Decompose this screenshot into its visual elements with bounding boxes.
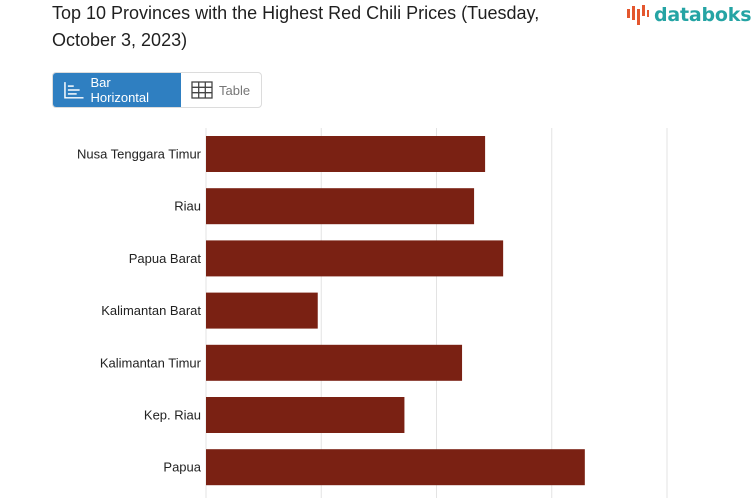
category-label-5: Kep. Riau — [144, 408, 201, 423]
view-tabs: Bar Horizontal Table — [52, 72, 262, 108]
bar-0[interactable] — [206, 136, 486, 172]
tab-bar-horizontal-label: Bar Horizontal — [90, 75, 150, 105]
page-title: Top 10 Provinces with the Highest Red Ch… — [52, 3, 540, 50]
table-grid-icon — [191, 81, 213, 99]
category-label-6: Papua — [163, 460, 201, 475]
databoks-logo: databoks — [626, 3, 752, 27]
category-label-3: Kalimantan Barat — [101, 303, 201, 318]
tab-table[interactable]: Table — [181, 73, 261, 107]
bar-1[interactable] — [206, 188, 475, 225]
bar-5[interactable] — [206, 397, 405, 433]
bar-6[interactable] — [206, 449, 585, 486]
chart-bars — [206, 136, 585, 486]
bar-3[interactable] — [206, 292, 318, 329]
category-label-2: Papua Barat — [129, 251, 202, 266]
category-label-4: Kalimantan Timur — [100, 355, 202, 370]
bar-chart-icon — [64, 82, 84, 99]
bar-4[interactable] — [206, 344, 463, 381]
category-label-1: Riau — [174, 199, 201, 214]
databoks-logo-icon — [627, 5, 649, 25]
chart-category-labels: Nusa Tenggara Timur Riau Papua Barat Kalima… — [77, 147, 202, 475]
tab-bar-horizontal[interactable]: Bar Horizontal — [53, 73, 181, 107]
tab-table-label: Table — [219, 82, 251, 98]
databoks-logo-text: databoks — [654, 4, 752, 26]
bar-chart: Nusa Tenggara Timur Riau Papua Barat Kalima… — [77, 128, 668, 498]
category-label-0: Nusa Tenggara Timur — [77, 147, 202, 162]
bar-2[interactable] — [206, 240, 504, 277]
